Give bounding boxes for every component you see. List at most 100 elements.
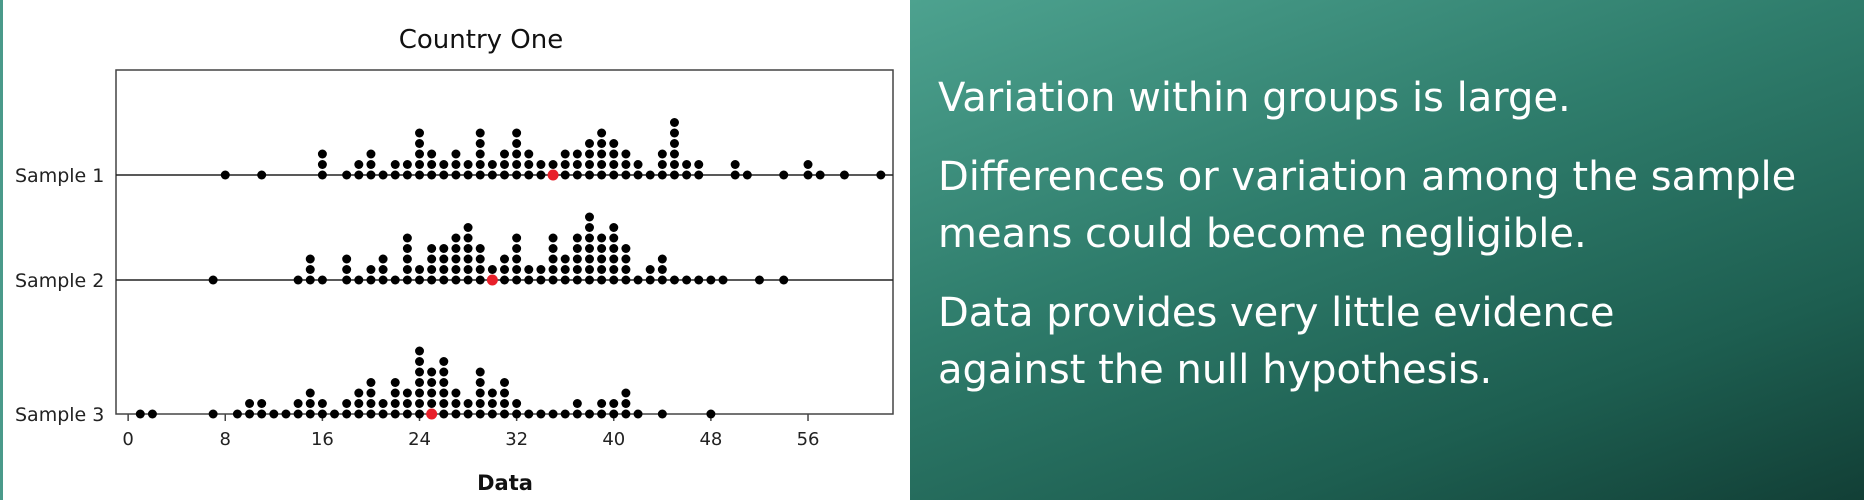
sample-1-dot	[378, 170, 388, 180]
sample-3-dot	[208, 409, 218, 419]
sample-2-dot	[317, 275, 327, 285]
sample-3-dot	[621, 388, 631, 398]
sample-1-dot	[560, 160, 570, 169]
sample-3-dot	[475, 388, 485, 398]
sample-2-dot	[402, 233, 412, 243]
sample-2-dot	[427, 254, 437, 264]
sample-1-dot	[475, 139, 485, 148]
sample-1-dot	[415, 149, 425, 159]
sample-1-dot	[512, 160, 522, 169]
sample-3-dot	[415, 367, 425, 377]
sample-2-dot	[657, 265, 667, 274]
sample-3-dot	[342, 399, 352, 408]
sample-2-dot	[682, 275, 692, 285]
sample-3-dot	[463, 409, 473, 419]
sample-1-dot	[669, 170, 679, 180]
sample-2-label: Sample 2	[15, 270, 104, 292]
sample-2-dot	[305, 254, 315, 264]
sample-2-dot	[463, 244, 473, 253]
sample-3-dot	[475, 409, 485, 419]
sample-1-dot	[390, 170, 400, 180]
sample-1-dot	[803, 160, 813, 169]
sample-2-dot	[633, 275, 643, 285]
sample-2-dot	[439, 254, 449, 264]
sample-3-dot	[366, 388, 376, 398]
sample-2-dot	[548, 233, 558, 243]
sample-1-dot	[876, 170, 886, 180]
sample-1-dot	[609, 139, 619, 148]
sample-3-dot	[390, 378, 400, 387]
sample-1-dot	[366, 160, 376, 169]
sample-3-dot	[354, 409, 364, 419]
sample-1-dot	[415, 170, 425, 180]
x-tick-label: 16	[311, 429, 334, 450]
sample-2-dot	[597, 254, 607, 264]
sample-2-dot	[415, 275, 425, 285]
sample-3-dot	[597, 409, 607, 419]
sample-1-dot	[427, 149, 437, 159]
sample-1-dot	[512, 149, 522, 159]
sample-2-dot	[609, 223, 619, 232]
sample-2-dot	[500, 275, 509, 285]
sample-1-dot	[257, 170, 267, 180]
sample-1-dot	[621, 149, 631, 159]
sample-3-dot	[475, 378, 485, 387]
sample-3-dot	[439, 399, 449, 408]
sample-2-dot	[500, 265, 509, 274]
sample-2-dot	[487, 265, 497, 274]
sample-2-dot	[305, 275, 315, 285]
sample-1-dot	[487, 170, 497, 180]
sample-3-dot	[415, 388, 425, 398]
sample-3-dot	[500, 388, 509, 398]
sample-3-dot	[305, 388, 315, 398]
sample-3-dot	[354, 399, 364, 408]
x-tick-label: 0	[122, 429, 133, 450]
sample-2-dot	[451, 265, 461, 274]
sample-3-dot	[427, 367, 437, 377]
sample-2-dot	[597, 275, 607, 285]
sample-1-dot	[524, 170, 534, 180]
sample-2-dot	[439, 265, 449, 274]
sample-1-dot	[609, 149, 619, 159]
sample-1-dot	[439, 160, 449, 169]
sample-1-dot	[839, 170, 849, 180]
sample-2-dot	[463, 254, 473, 264]
sample-1-dot	[415, 160, 425, 169]
sample-2-dot	[572, 275, 582, 285]
sample-2-dot	[584, 212, 594, 222]
text-panel: Variation within groups is large. Differ…	[910, 0, 1864, 500]
sample-2-dot	[560, 275, 570, 285]
bullet-2-line-2: means could become negligible.	[938, 211, 1587, 257]
sample-1-dot	[536, 160, 546, 169]
sample-3-dot	[305, 399, 315, 408]
sample-2-dot	[609, 254, 619, 264]
sample-2-dot	[512, 254, 522, 264]
sample-2-dot	[512, 275, 522, 285]
sample-1-dot	[657, 160, 667, 169]
bullet-3-line-2: against the null hypothesis.	[938, 347, 1493, 393]
sample-3-dot	[524, 409, 534, 419]
sample-2-dot	[609, 233, 619, 243]
sample-2-dot	[524, 275, 534, 285]
sample-3-dot	[390, 409, 400, 419]
x-tick-label: 56	[797, 429, 820, 450]
sample-3-dot	[548, 409, 558, 419]
sample-1-dot	[669, 149, 679, 159]
sample-3-dot	[427, 399, 437, 408]
bullet-1-line-1: Variation within groups is large.	[938, 75, 1571, 121]
sample-1-dot	[682, 170, 692, 180]
sample-1-dot	[500, 170, 509, 180]
bullet-3: Data provides very little evidence again…	[938, 285, 1834, 399]
sample-2-dot	[402, 265, 412, 274]
sample-3-dot	[378, 399, 388, 408]
sample-2-dot	[342, 265, 352, 274]
sample-1-dot	[451, 160, 461, 169]
sample-1-dot	[524, 149, 534, 159]
sample-2-mean-marker	[486, 274, 498, 286]
sample-1-dot	[524, 160, 534, 169]
sample-2-dot	[657, 275, 667, 285]
sample-3-label: Sample 3	[15, 404, 104, 426]
sample-2-dot	[402, 244, 412, 253]
sample-1-dot	[657, 149, 667, 159]
sample-3-dot	[366, 378, 376, 387]
